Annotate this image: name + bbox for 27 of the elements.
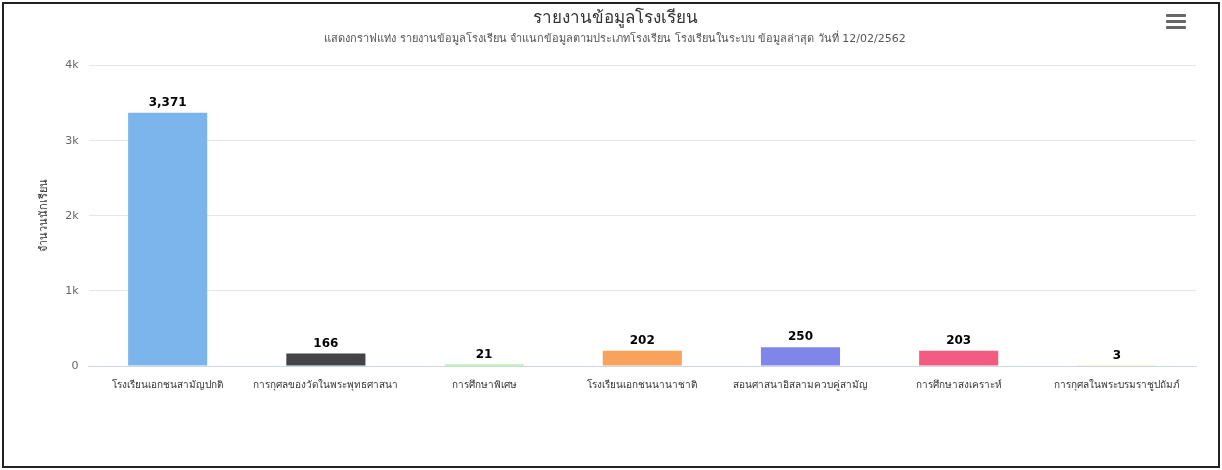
x-tick-label: การกุศลของวัดในพระพุทธศาสนา <box>253 378 399 391</box>
y-tick-label: 1k <box>65 283 80 297</box>
x-tick-label: โรงเรียนเอกชนนานาชาติ <box>587 377 698 390</box>
x-tick-label: การศึกษาสงเคราะห์ <box>915 378 1002 390</box>
data-label: 250 <box>787 329 814 344</box>
y-axis-title: จำนวนนักเรียน <box>37 179 51 253</box>
data-label: 203 <box>946 332 972 347</box>
bar <box>602 350 682 366</box>
y-tick-label: 0 <box>71 358 79 372</box>
data-label: 3 <box>1112 347 1122 362</box>
chart-title: รายงานข้อมูลโรงเรียน <box>532 6 698 28</box>
chart-subtitle: แสดงกราฟแท่ง รายงานข้อมูลโรงเรียน จำแนกข้อมูลตามประเภทโรงเรียน โรงเรียนในระบบ ข้อมูลล่าสุด วันที่ 12/02/2562 <box>324 29 906 45</box>
x-tick-label: การศึกษาพิเศษ <box>451 378 517 390</box>
y-tick-label: 2k <box>65 208 80 222</box>
bar <box>760 347 841 366</box>
y-tick-label: 3k <box>65 133 80 147</box>
data-label: 21 <box>475 346 493 361</box>
bar <box>919 350 999 366</box>
x-tick-label: การกุศลในพระบรมราชูปถัมภ์ <box>1053 378 1180 391</box>
x-tick-label: โรงเรียนเอกชนสามัญปกติ <box>112 377 224 390</box>
y-tick-label: 4k <box>65 58 80 72</box>
bar <box>286 353 366 366</box>
bar <box>128 112 208 366</box>
x-tick-label: สอนศาสนาอิสลามควบคู่สามัญ <box>732 378 868 391</box>
data-label: 202 <box>629 332 655 347</box>
data-label: 3,371 <box>148 94 187 109</box>
data-label: 166 <box>313 335 339 350</box>
